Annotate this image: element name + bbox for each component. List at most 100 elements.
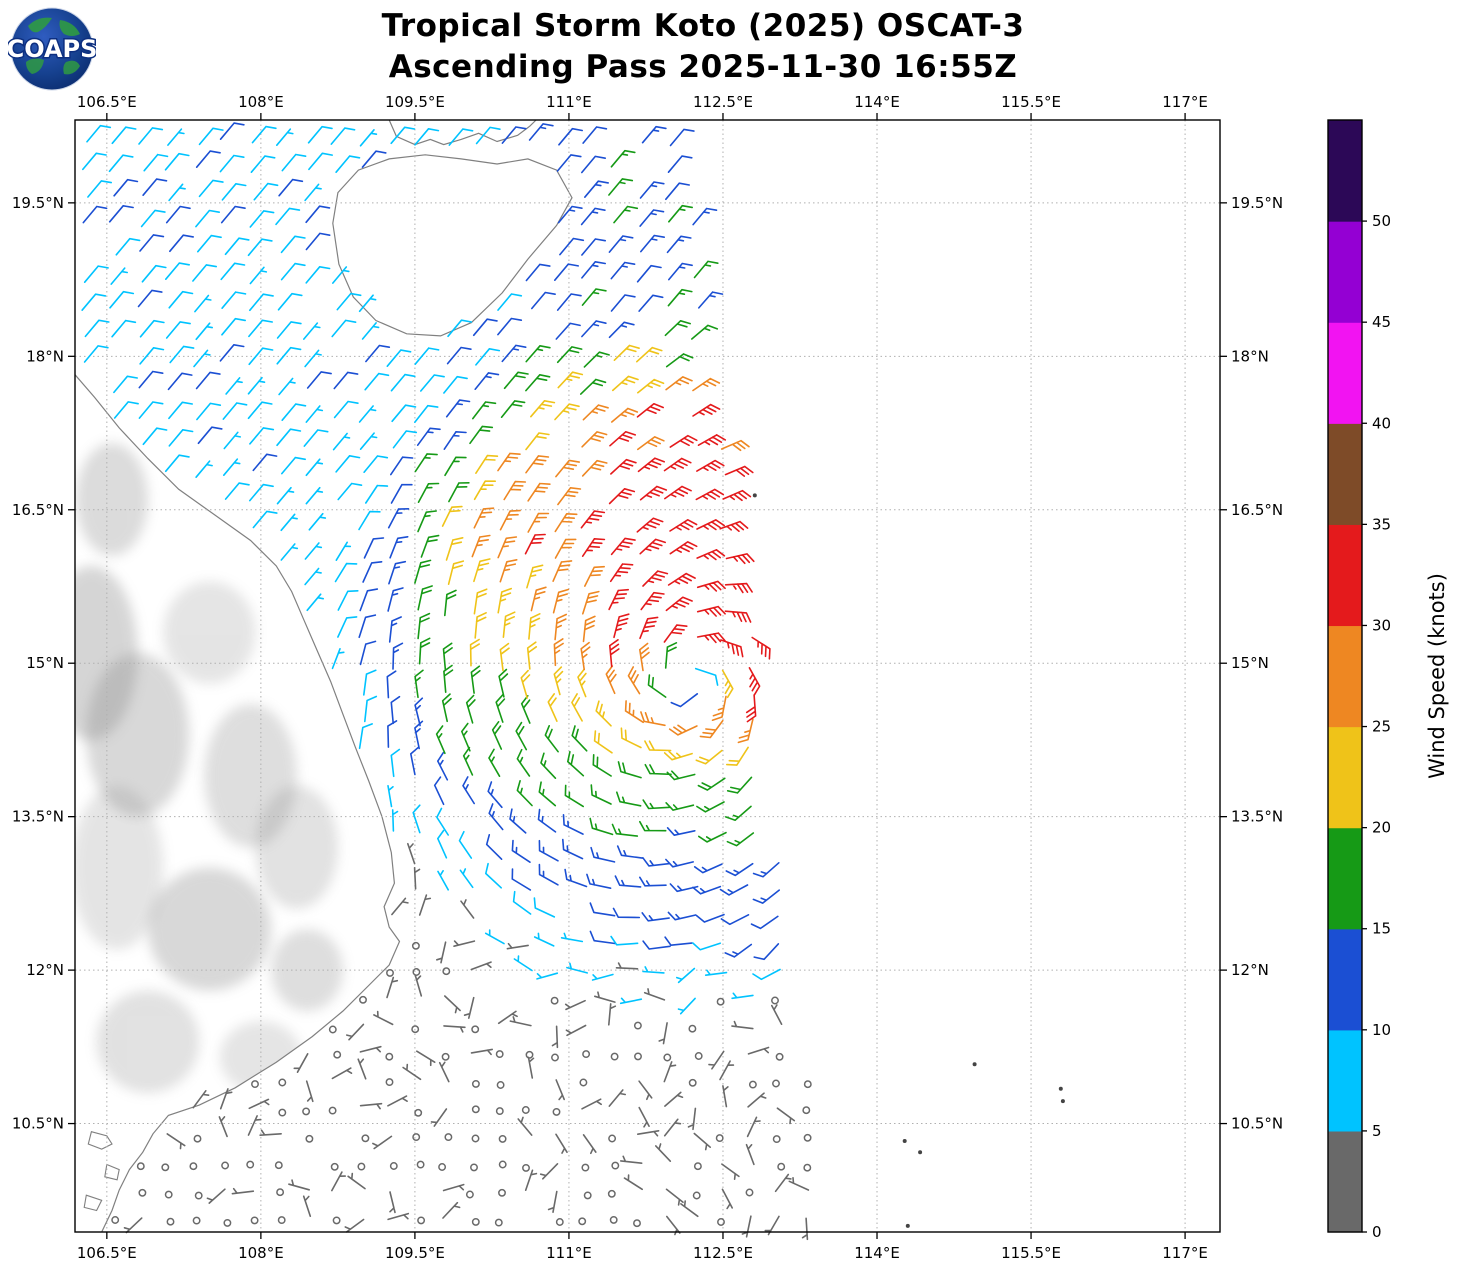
wind-barb — [553, 638, 564, 667]
lon-label-bottom: 112.5°E — [693, 1244, 753, 1262]
wind-barb — [169, 234, 194, 253]
wind-barb — [86, 124, 112, 143]
wind-barb — [417, 482, 440, 503]
wind-barb — [669, 519, 698, 532]
wind-barb — [498, 668, 509, 698]
wind-barb — [414, 404, 439, 423]
wind-barb — [402, 1063, 422, 1081]
wind-barb — [555, 1079, 565, 1101]
wind-barb — [620, 727, 642, 749]
wind-barb — [562, 814, 584, 835]
wind-barb — [695, 913, 725, 923]
calm-circle — [246, 1160, 255, 1169]
colorbar-tick-label: 45 — [1372, 313, 1391, 331]
calm-circle — [583, 1191, 592, 1200]
wind-barb — [365, 344, 391, 363]
wind-barb — [363, 669, 377, 696]
wind-barb — [306, 371, 332, 389]
axes: 106.5°E 106.5°E 108°E 108°E 109.5°E 109.5°E 11… — [12, 93, 1283, 1262]
calm-circle — [693, 1162, 702, 1171]
calm-circle — [276, 1188, 285, 1197]
wind-barb — [113, 178, 139, 197]
speck-point — [905, 1223, 910, 1228]
calm-circle — [694, 1052, 703, 1060]
wind-barb — [696, 459, 725, 472]
wind-barb — [462, 776, 475, 805]
wind-barb — [87, 180, 112, 198]
terrain-blob — [75, 786, 164, 950]
wind-barb — [113, 375, 138, 394]
wind-barb — [620, 1155, 643, 1164]
wind-barb — [538, 839, 559, 862]
wind-barb — [642, 966, 665, 974]
wind-barb — [485, 862, 502, 889]
calm-circle — [274, 1161, 283, 1170]
wind-barb — [695, 749, 723, 765]
wind-barb — [304, 349, 322, 368]
wind-barb — [463, 996, 475, 1019]
wind-barb — [531, 291, 556, 310]
terrain-blob — [76, 443, 148, 556]
wind-barb — [293, 1053, 309, 1073]
wind-barb — [387, 1095, 408, 1107]
calm-circle — [471, 1079, 480, 1088]
wind-barb — [698, 831, 727, 843]
wind-barb — [558, 127, 583, 146]
speck-point — [1060, 1099, 1065, 1104]
wind-barb — [725, 862, 754, 877]
wind-barb — [197, 234, 222, 253]
wind-barb — [640, 711, 666, 727]
wind-barb — [591, 973, 614, 981]
wind-barb — [506, 942, 529, 950]
wind-barb — [555, 459, 580, 478]
lon-label-top: 111°E — [546, 93, 592, 111]
wind-barb — [247, 238, 273, 257]
plot-border — [74, 119, 1221, 1233]
wind-barb — [414, 697, 424, 727]
wind-barb — [564, 999, 586, 1011]
wind-barb — [517, 1116, 533, 1136]
wind-barb — [111, 319, 137, 338]
wind-barb — [499, 642, 510, 672]
wind-barb — [109, 290, 135, 309]
colorbar: 0 5 10 15 20 25 30 35 40 45 50 — [1327, 119, 1391, 1241]
wind-barb — [525, 432, 550, 451]
wind-barb — [247, 1115, 262, 1136]
wind-barb — [305, 266, 331, 284]
wind-barb — [304, 542, 323, 560]
wind-barb — [640, 591, 665, 611]
wind-barb — [81, 293, 107, 311]
wind-barb — [554, 263, 579, 281]
wind-barb — [638, 1106, 650, 1128]
wind-barb — [571, 725, 588, 752]
calm-circle — [328, 1025, 337, 1034]
wind-barb — [666, 827, 696, 836]
wind-barb — [337, 482, 363, 501]
wind-barb — [589, 902, 616, 917]
wind-barb — [638, 1080, 653, 1101]
wind-barb — [497, 293, 523, 311]
wind-barb — [335, 455, 361, 473]
wind-barb — [524, 533, 546, 555]
wind-barb — [752, 968, 781, 981]
wind-barb — [387, 508, 410, 529]
coastline-vietnam — [74, 374, 401, 1233]
wind-barb — [448, 128, 474, 146]
colorbar-tick-label: 30 — [1372, 616, 1391, 634]
wind-barb — [219, 154, 245, 173]
coastline-island — [83, 1194, 103, 1212]
chart-title-block: Tropical Storm Koto (2025) OSCAT-3 Ascen… — [382, 6, 1025, 88]
colorbar-tick-label: 40 — [1372, 414, 1391, 432]
wind-barb — [692, 207, 718, 226]
wind-barb — [726, 776, 753, 794]
wind-barb — [443, 375, 468, 394]
wind-barb — [669, 541, 698, 555]
wind-barb — [497, 587, 512, 614]
wind-barb — [390, 373, 416, 392]
wind-barb — [647, 674, 667, 698]
calm-circle — [471, 1217, 480, 1226]
wind-barb — [220, 205, 246, 224]
wind-barb — [332, 432, 351, 451]
colorbar-tick-label: 25 — [1372, 718, 1391, 736]
wind-barb — [564, 784, 584, 808]
